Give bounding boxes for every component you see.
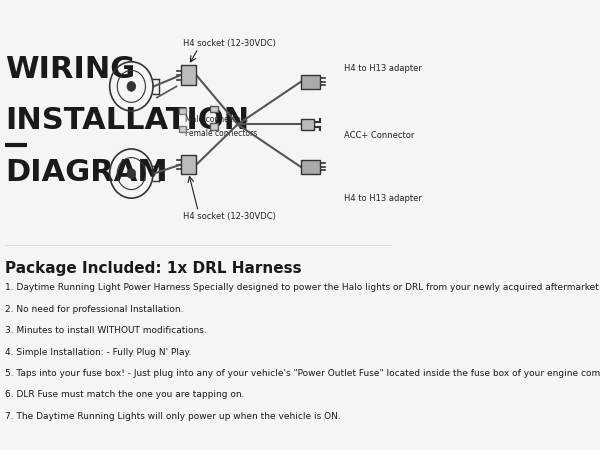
Text: Female connectors: Female connectors bbox=[185, 129, 257, 138]
FancyBboxPatch shape bbox=[179, 126, 186, 131]
FancyBboxPatch shape bbox=[301, 75, 320, 89]
Text: 1. Daytime Running Light Power Harness Specially designed to power the Halo ligh: 1. Daytime Running Light Power Harness S… bbox=[5, 283, 600, 292]
FancyBboxPatch shape bbox=[181, 155, 196, 175]
Text: 4. Simple Installation: - Fully Plug N' Play.: 4. Simple Installation: - Fully Plug N' … bbox=[5, 347, 192, 356]
Text: 5. Taps into your fuse box! - Just plug into any of your vehicle's "Power Outlet: 5. Taps into your fuse box! - Just plug … bbox=[5, 369, 600, 378]
Text: H4 socket (12-30VDC): H4 socket (12-30VDC) bbox=[182, 39, 275, 48]
Text: H4 to H13 adapter: H4 to H13 adapter bbox=[344, 194, 422, 202]
Text: 3. Minutes to install WITHOUT modifications.: 3. Minutes to install WITHOUT modificati… bbox=[5, 326, 207, 335]
FancyBboxPatch shape bbox=[301, 160, 320, 174]
Text: 7. The Daytime Running Lights will only power up when the vehicle is ON.: 7. The Daytime Running Lights will only … bbox=[5, 412, 341, 421]
FancyBboxPatch shape bbox=[179, 108, 186, 114]
Text: INSTALLATION: INSTALLATION bbox=[5, 107, 250, 135]
FancyBboxPatch shape bbox=[301, 119, 314, 130]
Text: Male connectors: Male connectors bbox=[185, 115, 247, 124]
FancyBboxPatch shape bbox=[210, 106, 218, 112]
Circle shape bbox=[127, 169, 136, 179]
Text: Package Included: 1x DRL Harness: Package Included: 1x DRL Harness bbox=[5, 261, 302, 276]
Circle shape bbox=[127, 81, 136, 91]
Text: ACC+ Connector: ACC+ Connector bbox=[344, 131, 415, 140]
FancyBboxPatch shape bbox=[210, 123, 218, 130]
Text: WIRING: WIRING bbox=[5, 55, 136, 84]
Text: H4 socket (12-30VDC): H4 socket (12-30VDC) bbox=[182, 212, 275, 220]
Text: DIAGRAM: DIAGRAM bbox=[5, 158, 168, 187]
Text: H4 to H13 adapter: H4 to H13 adapter bbox=[344, 64, 422, 73]
FancyBboxPatch shape bbox=[181, 65, 196, 85]
Text: 2. No need for professional Installation.: 2. No need for professional Installation… bbox=[5, 305, 184, 314]
Text: 6. DLR Fuse must match the one you are tapping on.: 6. DLR Fuse must match the one you are t… bbox=[5, 391, 245, 400]
